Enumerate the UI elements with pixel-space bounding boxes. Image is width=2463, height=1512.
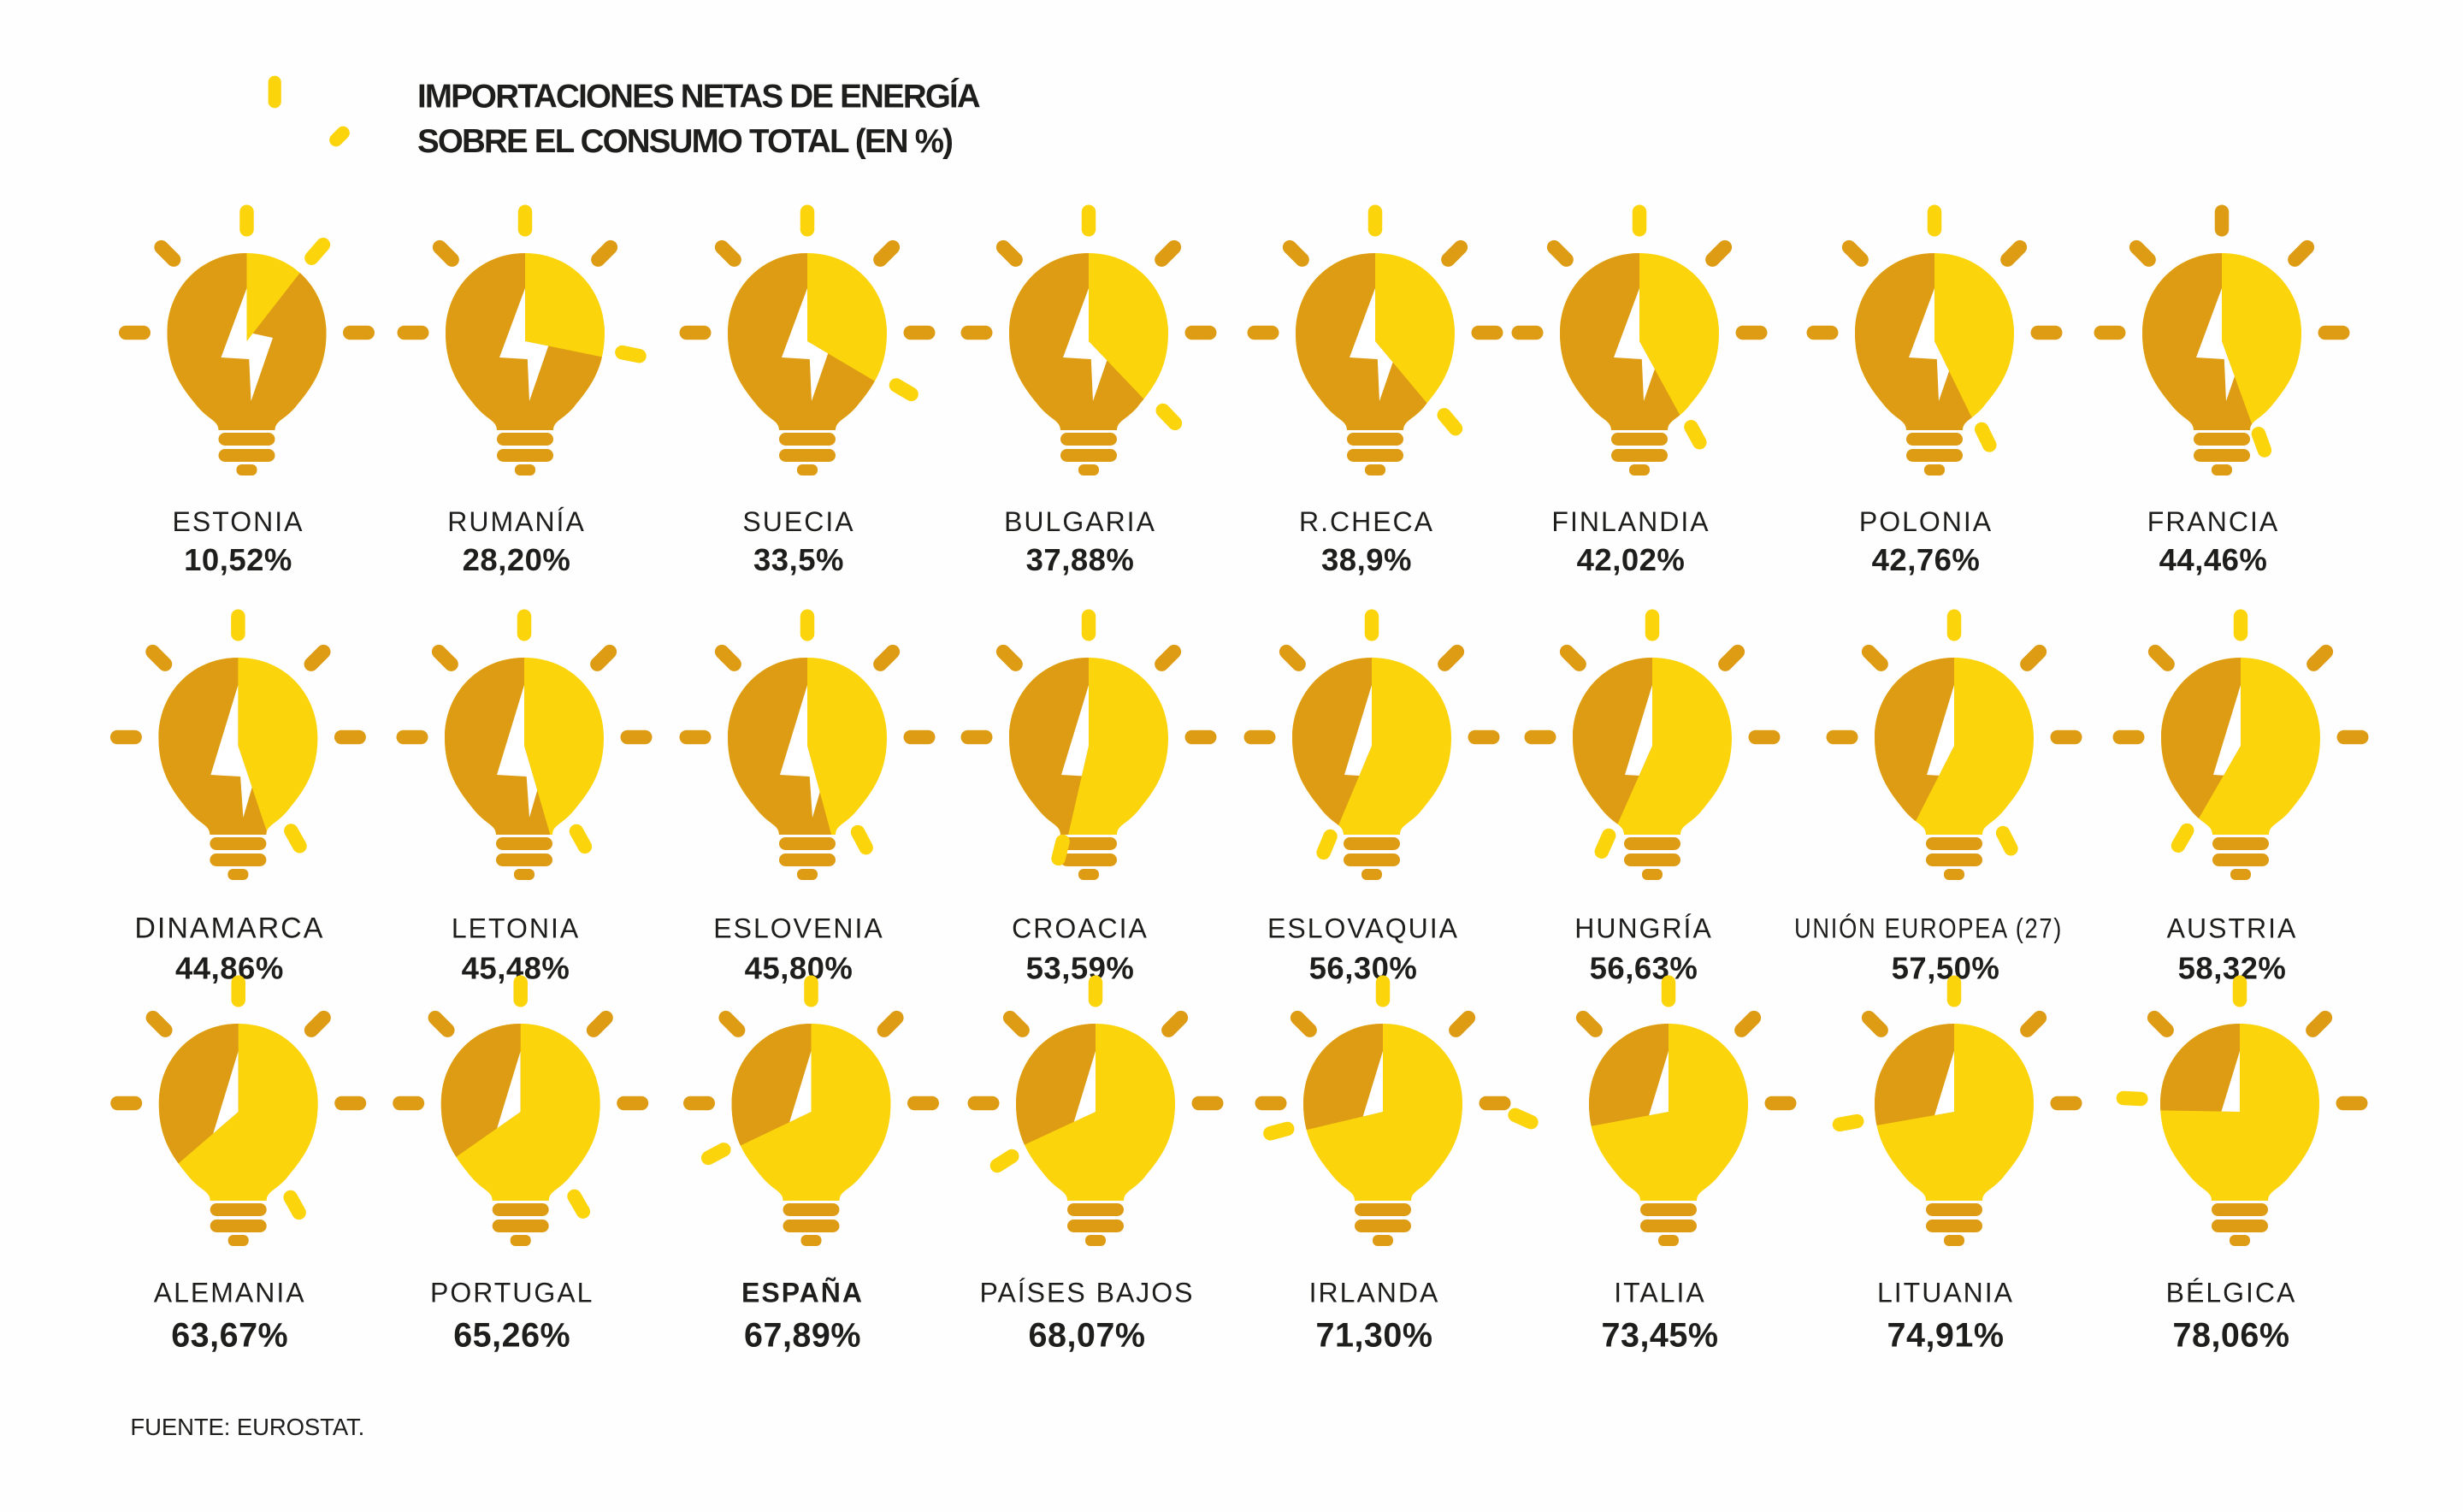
svg-text:SOBRE EL CONSUMO TOTAL (EN %): SOBRE EL CONSUMO TOTAL (EN %) <box>417 123 952 160</box>
svg-text:AUSTRIA: AUSTRIA <box>2167 913 2298 944</box>
svg-text:37,88%: 37,88% <box>1026 542 1135 577</box>
svg-text:73,45%: 73,45% <box>1602 1317 1719 1355</box>
svg-text:ESPAÑA: ESPAÑA <box>741 1277 864 1308</box>
svg-text:38,9%: 38,9% <box>1321 542 1412 577</box>
svg-text:POLONIA: POLONIA <box>1859 506 1993 537</box>
svg-text:DINAMARCA: DINAMARCA <box>134 913 324 945</box>
svg-text:56,30%: 56,30% <box>1309 950 1418 985</box>
svg-text:R.CHECA: R.CHECA <box>1299 506 1434 537</box>
svg-text:BULGARIA: BULGARIA <box>1004 506 1156 537</box>
svg-text:33,5%: 33,5% <box>753 542 844 577</box>
svg-text:FRANCIA: FRANCIA <box>2147 506 2279 537</box>
svg-text:68,07%: 68,07% <box>1029 1317 1146 1355</box>
svg-text:44,46%: 44,46% <box>2159 542 2268 577</box>
svg-text:53,59%: 53,59% <box>1026 950 1135 985</box>
svg-text:ITALIA: ITALIA <box>1614 1277 1705 1308</box>
svg-text:CROACIA: CROACIA <box>1012 913 1149 944</box>
svg-text:71,30%: 71,30% <box>1316 1317 1433 1355</box>
svg-text:28,20%: 28,20% <box>463 542 571 577</box>
svg-text:IRLANDA: IRLANDA <box>1309 1277 1440 1308</box>
svg-text:74,91%: 74,91% <box>1887 1317 2005 1355</box>
svg-text:63,67%: 63,67% <box>171 1317 288 1355</box>
svg-text:58,32%: 58,32% <box>2178 950 2287 985</box>
svg-text:42,76%: 42,76% <box>1872 542 1981 577</box>
svg-text:FUENTE: EUROSTAT.: FUENTE: EUROSTAT. <box>130 1414 364 1440</box>
svg-text:ESLOVAQUIA: ESLOVAQUIA <box>1267 913 1459 944</box>
svg-text:ESLOVENIA: ESLOVENIA <box>713 913 883 944</box>
svg-text:78,06%: 78,06% <box>2173 1317 2290 1355</box>
svg-text:57,50%: 57,50% <box>1892 950 2000 985</box>
svg-text:RUMANÍA: RUMANÍA <box>447 506 586 537</box>
svg-text:ESTONIA: ESTONIA <box>173 506 304 537</box>
svg-text:HUNGRÍA: HUNGRÍA <box>1574 913 1713 944</box>
svg-text:BÉLGICA: BÉLGICA <box>2166 1277 2297 1308</box>
svg-text:LETONIA: LETONIA <box>452 913 580 944</box>
svg-text:PAÍSES BAJOS: PAÍSES BAJOS <box>979 1277 1194 1308</box>
svg-text:44,86%: 44,86% <box>175 950 284 985</box>
svg-text:42,02%: 42,02% <box>1577 542 1686 577</box>
svg-text:56,63%: 56,63% <box>1590 950 1698 985</box>
svg-text:FINLANDIA: FINLANDIA <box>1551 506 1710 537</box>
svg-text:PORTUGAL: PORTUGAL <box>430 1277 594 1308</box>
svg-text:UNIÓN EUROPEA (27): UNIÓN EUROPEA (27) <box>1794 913 2063 944</box>
svg-text:65,26%: 65,26% <box>453 1317 570 1355</box>
svg-text:IMPORTACIONES NETAS DE ENERGÍA: IMPORTACIONES NETAS DE ENERGÍA <box>417 78 980 115</box>
svg-text:ALEMANIA: ALEMANIA <box>154 1277 306 1308</box>
svg-text:SUECIA: SUECIA <box>742 506 854 537</box>
svg-text:45,80%: 45,80% <box>745 950 853 985</box>
svg-text:10,52%: 10,52% <box>184 542 292 577</box>
svg-text:LITUANIA: LITUANIA <box>1877 1277 2014 1308</box>
svg-text:67,89%: 67,89% <box>744 1317 861 1355</box>
